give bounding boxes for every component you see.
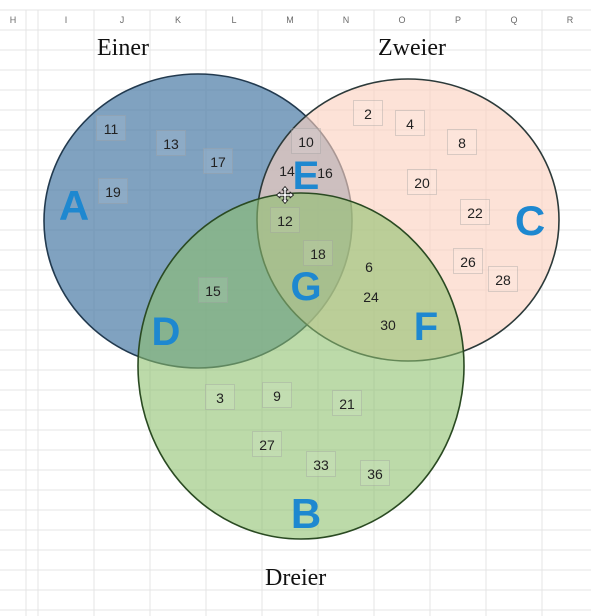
circle-dreier[interactable] [137, 192, 465, 540]
column-header-m[interactable]: M [286, 15, 294, 25]
number-cell[interactable]: 2 [353, 100, 383, 126]
column-header-r[interactable]: R [566, 15, 574, 25]
number-cell[interactable]: 24 [363, 289, 379, 305]
number-cell[interactable]: 33 [306, 451, 336, 477]
column-header-row: H I J K L M N O P Q R [0, 10, 591, 30]
column-header-j[interactable]: J [119, 15, 125, 25]
number-cell[interactable]: 22 [460, 199, 490, 225]
number-cell[interactable]: 12 [270, 207, 300, 233]
set-title-dreier: Dreier [265, 565, 327, 591]
column-header-k[interactable]: K [174, 15, 181, 25]
region-label-g: G [290, 265, 322, 309]
column-header-h[interactable]: H [9, 15, 17, 25]
number-cell[interactable]: 36 [360, 460, 390, 486]
set-title-einer: Einer [97, 35, 149, 61]
number-cell[interactable]: 4 [395, 110, 425, 136]
number-cell[interactable]: 6 [365, 259, 373, 275]
column-header-o[interactable]: O [398, 15, 406, 25]
region-label-c: C [514, 197, 546, 244]
number-cell[interactable]: 10 [291, 128, 321, 154]
number-cell[interactable]: 30 [380, 317, 396, 333]
number-cell[interactable]: 18 [303, 240, 333, 266]
number-cell[interactable]: 3 [205, 384, 235, 410]
region-label-e: E [292, 154, 320, 198]
number-cell[interactable]: 26 [453, 248, 483, 274]
number-cell[interactable]: 14 [279, 163, 295, 179]
number-cell[interactable]: 15 [198, 277, 228, 303]
region-label-d: D [151, 310, 181, 354]
number-cell[interactable]: 9 [262, 382, 292, 408]
number-cell[interactable]: 17 [203, 148, 233, 174]
number-cell[interactable]: 16 [317, 165, 333, 181]
set-title-zweier: Zweier [378, 35, 446, 61]
number-cell[interactable]: 28 [488, 266, 518, 292]
column-header-i[interactable]: I [64, 15, 68, 25]
move-cursor-icon [276, 186, 294, 204]
number-cell[interactable]: 13 [156, 130, 186, 156]
column-header-l[interactable]: L [231, 15, 237, 25]
number-cell[interactable]: 21 [332, 390, 362, 416]
region-label-a: A [58, 182, 90, 229]
number-cell[interactable]: 19 [98, 178, 128, 204]
region-label-b: B [290, 490, 322, 537]
column-header-p[interactable]: P [454, 15, 461, 25]
number-cell[interactable]: 8 [447, 129, 477, 155]
number-cell[interactable]: 27 [252, 431, 282, 457]
column-header-n[interactable]: N [342, 15, 350, 25]
number-cell[interactable]: 11 [96, 115, 126, 141]
number-cell[interactable]: 20 [407, 169, 437, 195]
column-header-q[interactable]: Q [510, 15, 518, 25]
region-label-f: F [413, 305, 439, 349]
